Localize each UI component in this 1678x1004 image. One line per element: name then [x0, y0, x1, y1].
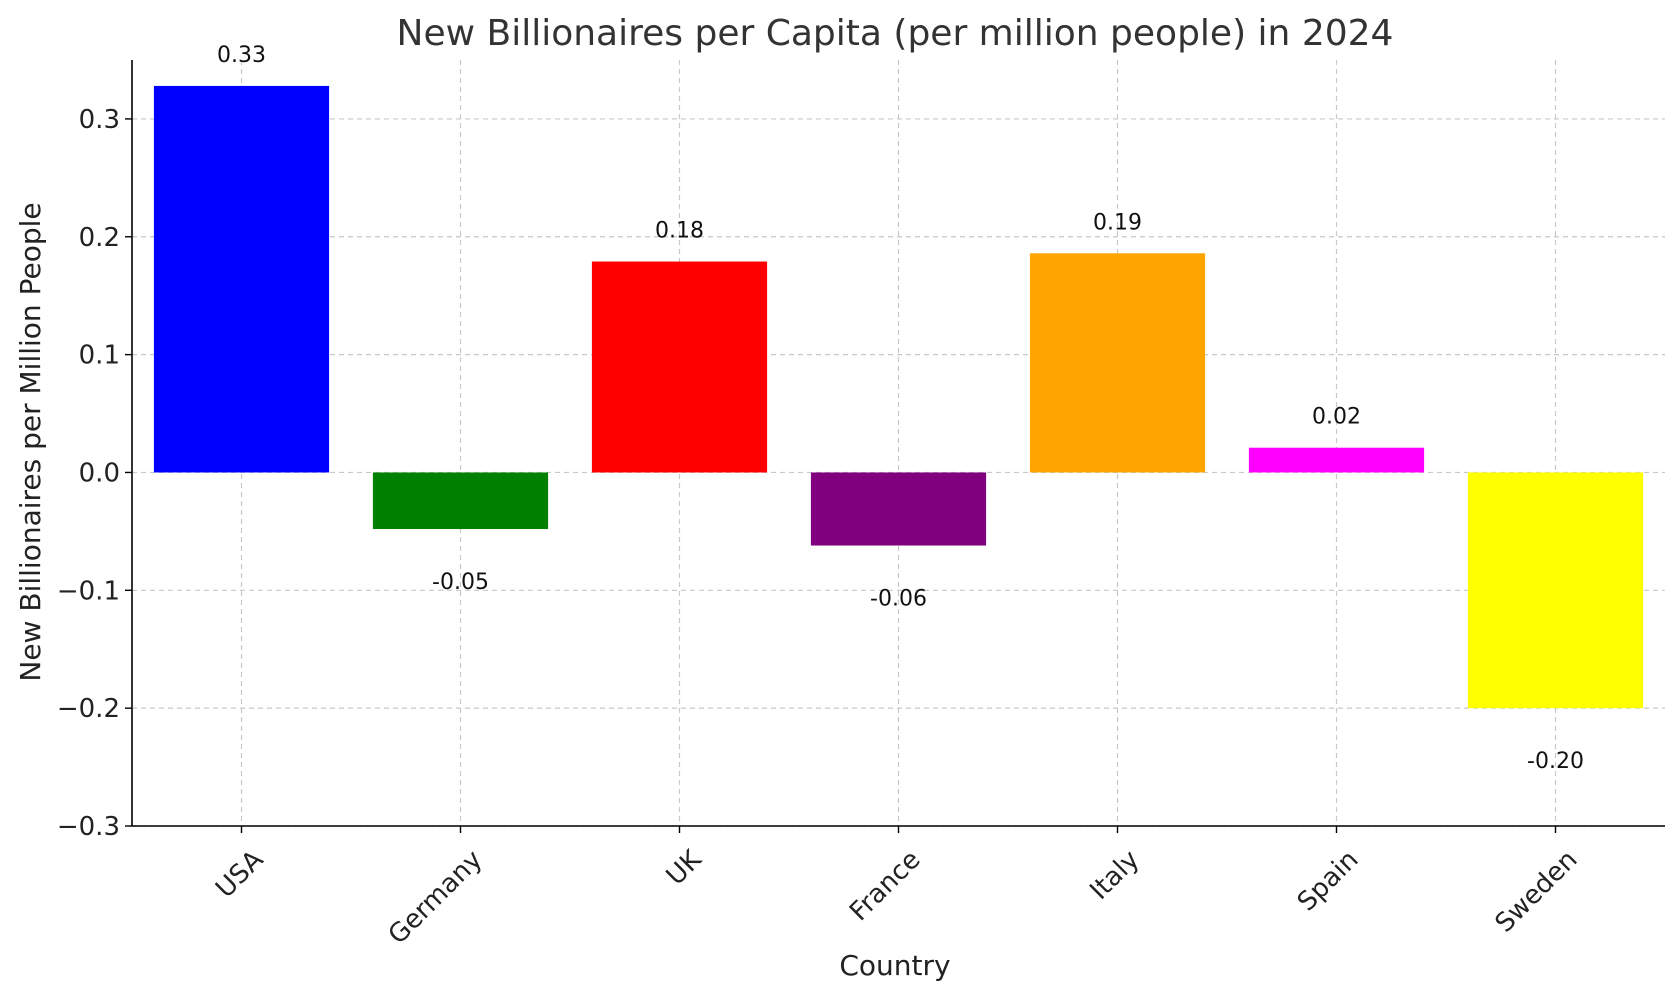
x-tick-label-uk: UK: [661, 844, 708, 891]
value-label-germany: -0.05: [432, 570, 489, 595]
value-label-usa: 0.33: [217, 43, 266, 68]
bar-spain: [1248, 447, 1425, 473]
y-tick-label: −0.2: [57, 694, 120, 724]
value-label-spain: 0.02: [1312, 405, 1361, 430]
y-tick-label: −0.3: [57, 812, 120, 842]
x-tick-label-spain: Spain: [1292, 845, 1365, 918]
x-tick-label-usa: USA: [210, 845, 269, 904]
x-tick-label-sweden: Sweden: [1490, 845, 1584, 939]
x-tick-label-germany: Germany: [383, 845, 489, 951]
bar-italy: [1029, 253, 1206, 473]
y-tick-label: −0.1: [57, 576, 120, 606]
x-tick-label-france: France: [844, 845, 926, 927]
grid-layer: [132, 60, 1665, 827]
chart-title: New Billionaires per Capita (per million…: [397, 13, 1394, 54]
y-tick-label: 0.2: [79, 223, 120, 253]
bar-france: [810, 472, 987, 546]
value-label-sweden: -0.20: [1527, 749, 1584, 774]
bar-usa: [153, 85, 330, 473]
y-tick-label: 0.1: [79, 341, 120, 371]
y-tick-label: 0.3: [79, 105, 120, 135]
bar-germany: [372, 472, 549, 530]
bar-sweden: [1467, 472, 1644, 709]
y-tick-label: 0.0: [79, 458, 120, 488]
value-label-uk: 0.18: [655, 219, 704, 244]
value-label-italy: 0.19: [1093, 210, 1142, 235]
value-label-france: -0.06: [870, 587, 927, 612]
x-axis-title: Country: [839, 949, 950, 982]
bar-uk: [591, 261, 768, 473]
bars-layer: [153, 85, 1644, 709]
y-axis-title: New Billionaires per Million People: [14, 202, 47, 681]
labels-layer: 0.33 -0.05 0.18 -0.06 0.19 0.02 -0.20: [217, 43, 1584, 774]
x-tick-label-italy: Italy: [1084, 845, 1145, 906]
